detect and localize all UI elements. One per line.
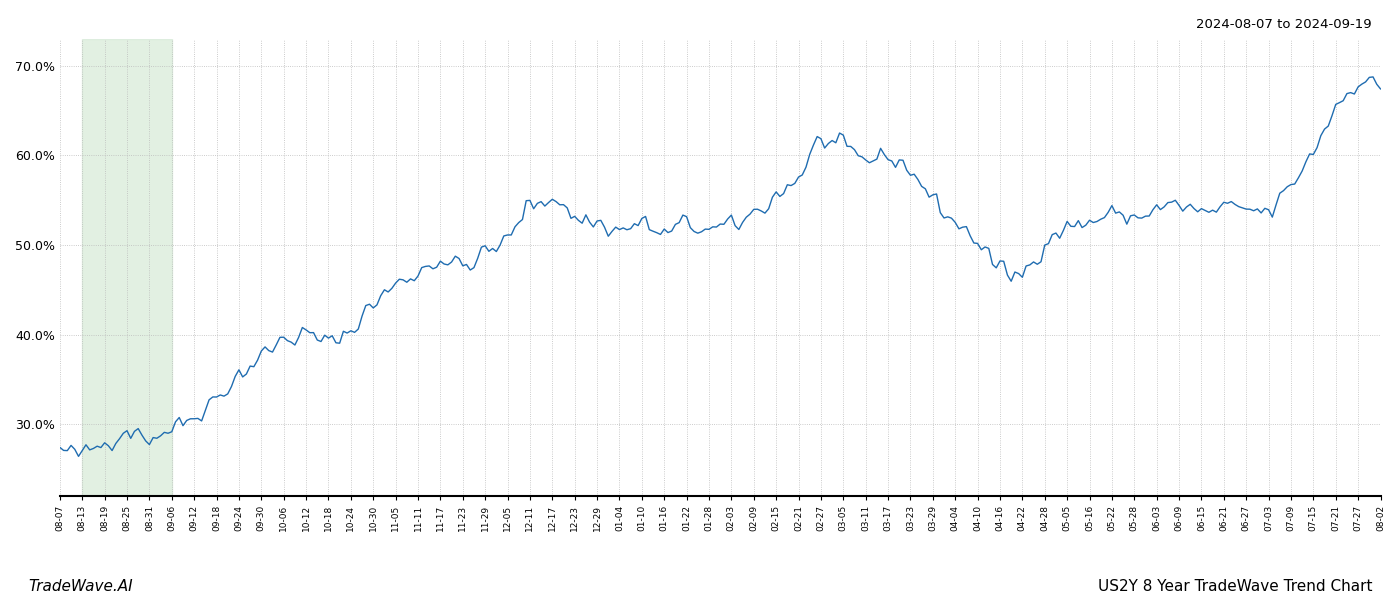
Bar	[83, 39, 172, 496]
Text: US2Y 8 Year TradeWave Trend Chart: US2Y 8 Year TradeWave Trend Chart	[1098, 579, 1372, 594]
Text: 2024-08-07 to 2024-09-19: 2024-08-07 to 2024-09-19	[1197, 18, 1372, 31]
Text: TradeWave.AI: TradeWave.AI	[28, 579, 133, 594]
